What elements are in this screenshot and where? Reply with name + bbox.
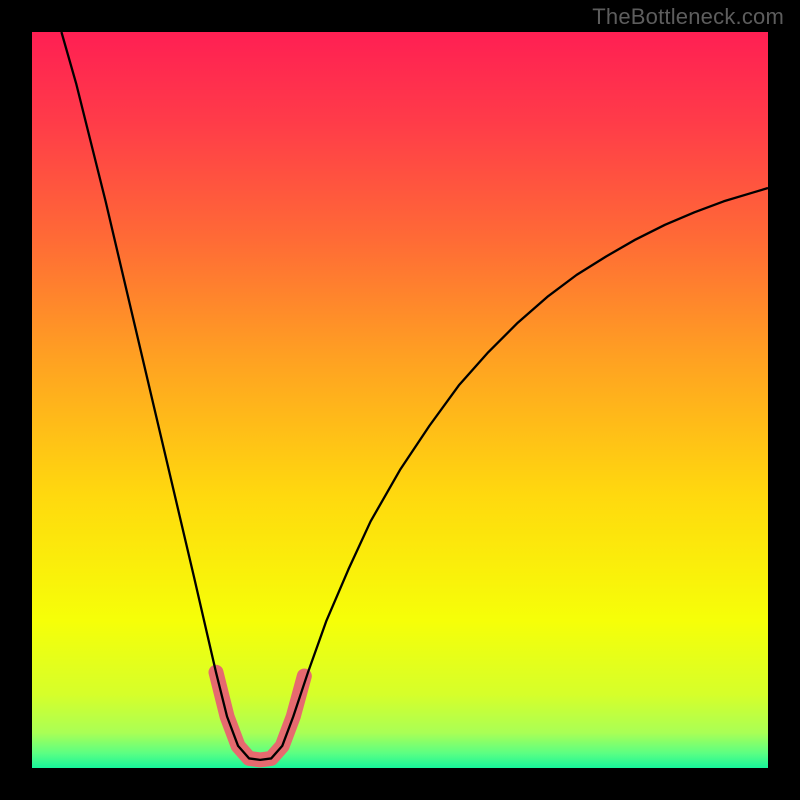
- bottleneck-curve-chart: [32, 32, 768, 768]
- chart-container: TheBottleneck.com: [0, 0, 800, 800]
- watermark-text: TheBottleneck.com: [592, 4, 784, 30]
- plot-area: [32, 32, 768, 768]
- gradient-background: [32, 32, 768, 768]
